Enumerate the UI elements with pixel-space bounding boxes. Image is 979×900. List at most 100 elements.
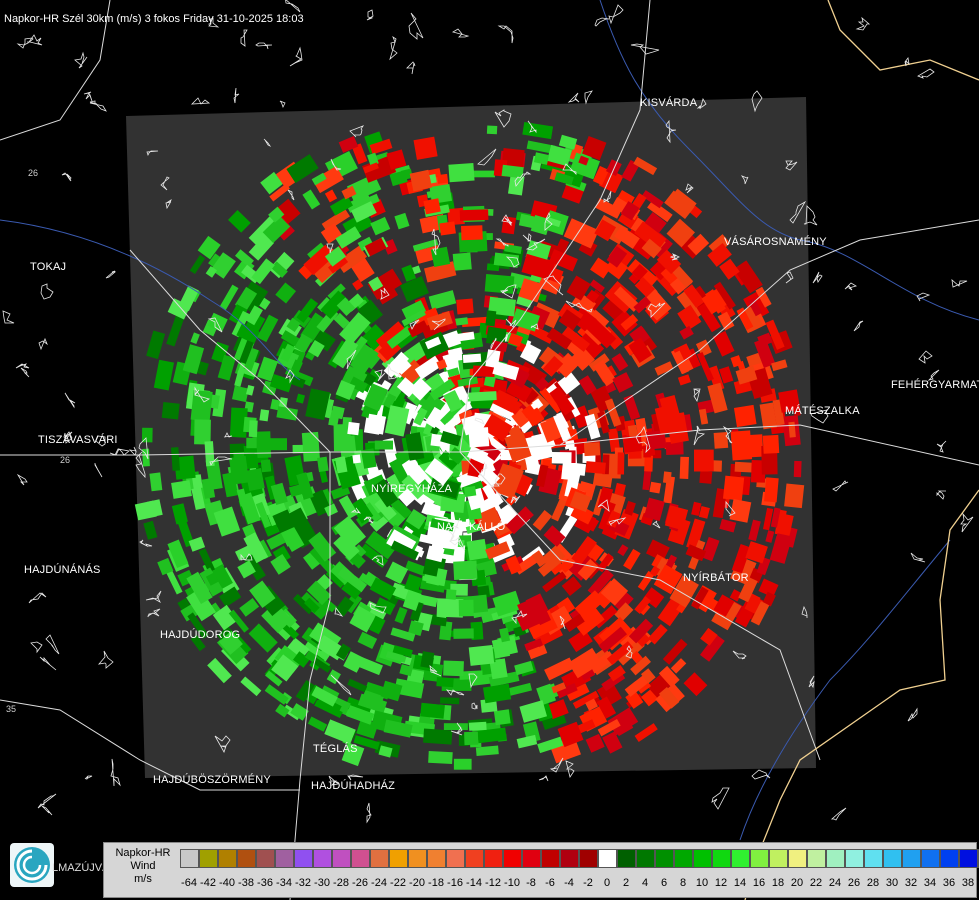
legend-swatch — [332, 849, 351, 868]
legend-tick: -20 — [409, 877, 425, 889]
city-hajdunanas: HAJDÚNÁNÁS — [24, 564, 101, 576]
legend-swatch — [674, 849, 693, 868]
legend-swatch — [370, 849, 389, 868]
legend-tick: -64 — [181, 877, 197, 889]
legend-tick: 12 — [714, 877, 728, 889]
legend-swatch — [427, 849, 446, 868]
legend-tick: -14 — [466, 877, 482, 889]
legend-swatch — [940, 849, 959, 868]
legend-swatch — [503, 849, 522, 868]
legend-swatch — [769, 849, 788, 868]
city-nyirbator: NYÍRBÁTOR — [683, 572, 749, 584]
legend-tick: 22 — [809, 877, 823, 889]
legend-swatch — [598, 849, 617, 868]
legend-swatch — [750, 849, 769, 868]
legend-tick: 20 — [790, 877, 804, 889]
legend-swatch — [180, 849, 199, 868]
city-tokaj: TOKAJ — [30, 261, 67, 273]
legend-swatch — [864, 849, 883, 868]
city-hajduboszormeny: HAJDÚBÖSZÖRMÉNY — [153, 774, 271, 786]
legend-tick: 16 — [752, 877, 766, 889]
legend-swatch — [541, 849, 560, 868]
legend-tick: -34 — [276, 877, 292, 889]
legend-swatch — [921, 849, 940, 868]
legend-tick: 2 — [622, 877, 630, 889]
legend-tick: -32 — [295, 877, 311, 889]
legend-tick: 36 — [942, 877, 956, 889]
legend-tick: 14 — [733, 877, 747, 889]
legend-tick: 32 — [904, 877, 918, 889]
legend-tick: 18 — [771, 877, 785, 889]
legend-tick: -4 — [564, 877, 574, 889]
legend-swatch — [389, 849, 408, 868]
legend-tick: 8 — [679, 877, 687, 889]
legend-tick: -36 — [257, 877, 273, 889]
city-hajduhadhaz: HAJDÚHADHÁZ — [311, 780, 396, 792]
settlement-outlines — [2, 0, 974, 824]
legend-tick: 0 — [603, 877, 611, 889]
legend-tick: -22 — [390, 877, 406, 889]
legend-swatch — [446, 849, 465, 868]
city-nagykallo: NAGYKÁLLÓ — [437, 521, 506, 533]
legend-tick: -16 — [447, 877, 463, 889]
legend-swatch — [731, 849, 750, 868]
legend-swatch — [883, 849, 902, 868]
legend-tick: -40 — [219, 877, 235, 889]
legend-swatch — [617, 849, 636, 868]
road-label-35: 35 — [6, 704, 16, 714]
city-fehergyarmat: FEHÉRGYARMAT — [891, 379, 979, 391]
legend-title-line1: Napkor-HR — [115, 847, 171, 859]
legend-swatch — [807, 849, 826, 868]
legend-swatch — [693, 849, 712, 868]
city-nyiregyhaza: NYÍREGYHÁZA — [371, 483, 453, 495]
legend-tick: 6 — [660, 877, 668, 889]
legend-tick: 38 — [961, 877, 975, 889]
legend-tick: -28 — [333, 877, 349, 889]
legend-tick: 28 — [866, 877, 880, 889]
legend-swatch — [959, 849, 978, 868]
legend-swatches — [180, 849, 979, 869]
legend-swatch — [560, 849, 579, 868]
legend-tick: -24 — [371, 877, 387, 889]
legend-tick: 34 — [923, 877, 937, 889]
legend-tick: -6 — [545, 877, 555, 889]
legend-tick: 30 — [885, 877, 899, 889]
map-title: Napkor-HR Szél 30km (m/s) 3 fokos Friday… — [4, 13, 304, 25]
city-kisvarda: KISVÁRDA — [640, 97, 698, 109]
city-mateszalka: MÁTÉSZALKA — [785, 405, 860, 417]
radar-echoes — [134, 122, 805, 770]
legend-swatch — [788, 849, 807, 868]
legend-swatch — [351, 849, 370, 868]
legend-tick: -18 — [428, 877, 444, 889]
legend-tick: -10 — [504, 877, 520, 889]
legend-tick: -12 — [485, 877, 501, 889]
legend-swatch — [484, 849, 503, 868]
legend-swatch — [845, 849, 864, 868]
legend-swatch — [313, 849, 332, 868]
rivers — [0, 0, 979, 841]
logo-icon — [10, 843, 54, 887]
legend-swatch — [826, 849, 845, 868]
city-hajdudorog: HAJDÚDOROG — [160, 629, 241, 641]
legend-swatch — [712, 849, 731, 868]
road-label-26a: 26 — [28, 168, 38, 178]
road-label-26: 26 — [60, 455, 70, 465]
legend-tick: -42 — [200, 877, 216, 889]
legend-swatch — [579, 849, 598, 868]
legend-tick: -2 — [583, 877, 593, 889]
legend-swatch — [237, 849, 256, 868]
legend-tick: 10 — [695, 877, 709, 889]
legend-swatch — [655, 849, 674, 868]
legend-swatch — [902, 849, 921, 868]
legend-swatch — [465, 849, 484, 868]
legend-title: Napkor-HR Wind m/s — [108, 847, 178, 886]
legend-tick: -30 — [314, 877, 330, 889]
city-teglas: TÉGLÁS — [313, 743, 358, 755]
legend-swatch — [408, 849, 427, 868]
logo-text: LMAZÚJVÁR — [52, 862, 118, 874]
legend-swatch — [256, 849, 275, 868]
country-border — [744, 0, 979, 900]
legend-swatch — [199, 849, 218, 868]
